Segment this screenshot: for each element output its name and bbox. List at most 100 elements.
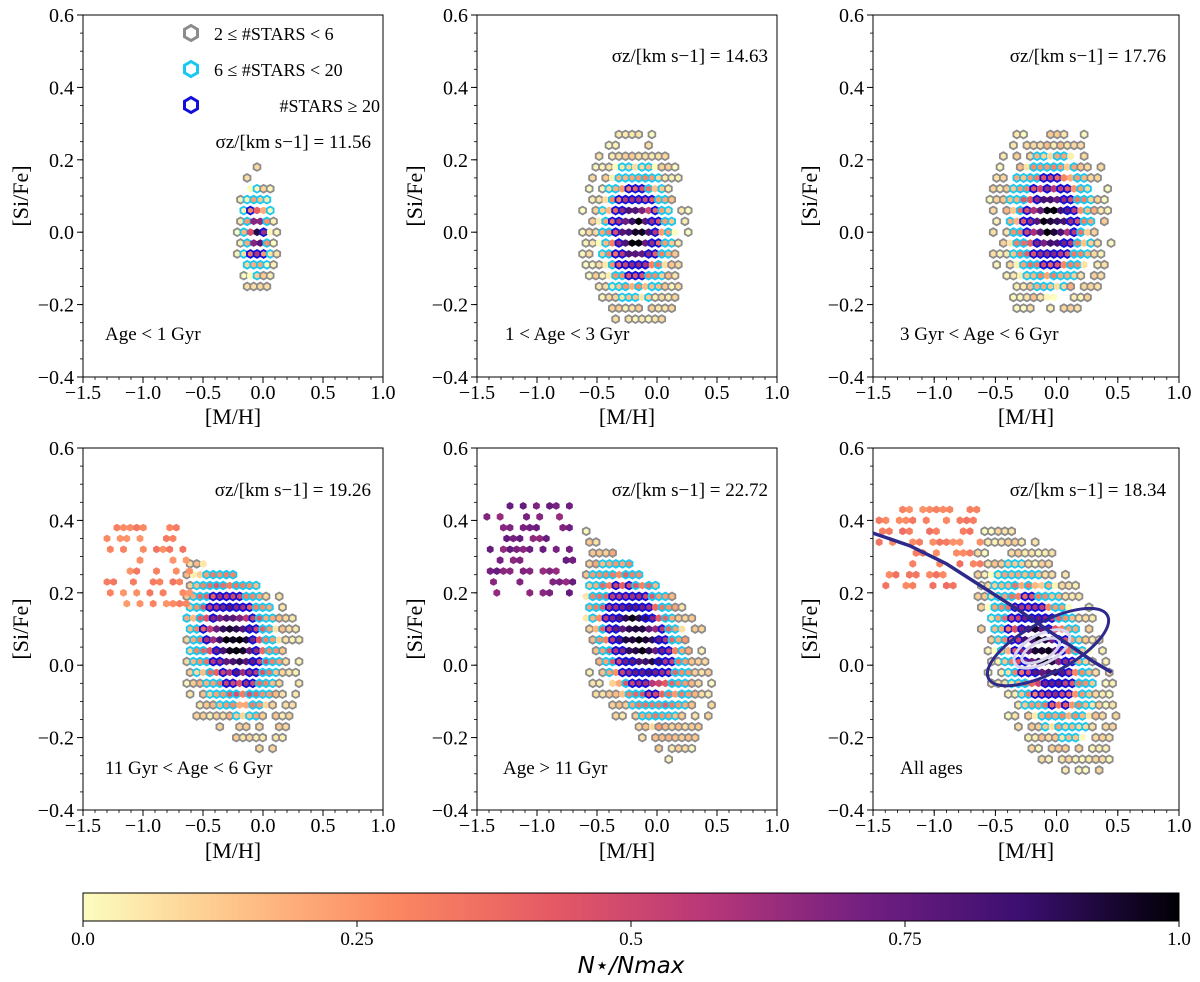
hexbin-cell (1096, 205, 1106, 216)
x-axis: −1.5 −1.0 −0.5 0.0 0.5 1.0 (855, 810, 1192, 837)
hexbin-cell (1003, 537, 1013, 548)
hexbin-cell (1085, 711, 1093, 720)
legend-label: 6 ≤ #STARS < 20 (214, 60, 343, 80)
hexbin-cell (1002, 205, 1012, 216)
hexbin-cell (1009, 292, 1018, 303)
hexbin-cell (1032, 238, 1042, 249)
hexbin-cell (1091, 667, 1101, 678)
y-axis: −0.4 −0.2 0.0 0.2 0.4 0.6 (828, 438, 873, 822)
hexbin-cell (192, 558, 201, 569)
x-tick-label: −1.5 (855, 382, 891, 404)
hexbin-cell (229, 636, 237, 644)
hexbin-cell (641, 239, 649, 247)
hexbin-cell (1026, 195, 1034, 204)
hexbin-cell (988, 183, 998, 194)
y-tick-label: −0.2 (828, 295, 864, 317)
age-bin-label: 3 Gyr < Age < 6 Gyr (900, 324, 1059, 345)
hexbin-cell (232, 625, 240, 633)
x-tick-label: 0.0 (645, 815, 670, 837)
hexbin-cell (506, 502, 514, 510)
hexbin-cell (1083, 205, 1092, 216)
hexbin-cell (977, 623, 986, 635)
hexbin-cell (159, 588, 167, 597)
hexbin-cell (559, 523, 567, 532)
hexbin-cell (1022, 227, 1032, 238)
hexbin-cell (519, 502, 527, 510)
hexbin-cell (203, 614, 210, 622)
hexbin-cell (562, 556, 570, 565)
hexbin-cell (251, 645, 261, 656)
hexbin-cell (250, 217, 258, 226)
hexbin-cell (652, 646, 659, 655)
hexbin-cell (1065, 646, 1073, 655)
hexbin-cell (1019, 281, 1028, 292)
hexbin-cell (1037, 710, 1047, 721)
hexbin-cell (500, 523, 507, 532)
hexbin-cell (1072, 690, 1079, 699)
hexbin-cell (533, 502, 540, 510)
legend-item-few-stars: 2 ≤ #STARS < 6 (183, 23, 334, 44)
hexbin-cell (539, 588, 547, 597)
y-tick-label: −0.2 (38, 728, 74, 750)
hexbin-cell (588, 216, 597, 227)
hexbin-cell (163, 534, 170, 543)
hexbin-cell (595, 239, 603, 247)
hexbin-cell (1027, 547, 1037, 558)
hexbin-cell (265, 602, 274, 613)
hexbin-cell (1017, 667, 1026, 678)
hexbin-cell (595, 678, 604, 689)
hexbin-cell (199, 624, 208, 634)
hexbin-cell (922, 516, 930, 525)
colorbar-tick-label: 0.25 (340, 929, 373, 950)
x-axis-label: [M/H] (205, 838, 261, 863)
hexbin-cell (1078, 754, 1087, 765)
hexbin-cell (939, 505, 947, 514)
hexbin-cell (153, 545, 160, 554)
hexbin-cell (1065, 603, 1073, 612)
hexbin-cell (1101, 656, 1111, 667)
hexbin-cell (113, 523, 121, 532)
age-bin-label: Age < 1 Gyr (105, 324, 201, 345)
hexbin-cell (1036, 206, 1044, 215)
hexbin-cell (1017, 689, 1026, 700)
hexbin-cell (284, 710, 294, 721)
hexbin-cell (648, 636, 656, 644)
hexbin-cell (647, 613, 657, 624)
x-tick-label: 1.0 (371, 815, 396, 837)
x-tick-label: 0.0 (251, 382, 276, 404)
hexbin-cell (239, 625, 247, 633)
hexbin-cell (980, 526, 989, 537)
hexbin-cell (223, 657, 230, 666)
hexbin-cell (584, 248, 594, 259)
hexbin-cell (605, 667, 614, 678)
x-tick-label: −1.5 (459, 382, 495, 404)
y-axis-label: [Si/Fe] (402, 165, 427, 226)
hexbin-cell (1042, 248, 1052, 259)
y-tick-label: 0.4 (839, 510, 864, 532)
hexbin-cell (500, 567, 507, 575)
hexbin-cell (644, 140, 653, 151)
hexbin-cell (1078, 710, 1087, 721)
hexbin-cell (519, 567, 527, 575)
hexbin-cell (926, 505, 933, 514)
hexbin-cell (106, 588, 114, 597)
hexbin-cell (611, 183, 620, 194)
hexbin-cell (153, 567, 160, 575)
hexbin-cell (232, 646, 240, 655)
hexbin-cell (1037, 558, 1047, 569)
hexbin-cell (1005, 259, 1015, 270)
density-contour (1020, 636, 1062, 665)
hexbin-cell (1081, 721, 1090, 732)
hexbin-cell (1060, 173, 1068, 182)
hexbin-cell (601, 172, 610, 183)
hexbin-cell (634, 129, 643, 140)
density-contour (985, 606, 1111, 688)
hexbin-cell (634, 303, 643, 314)
hexbin-cell (1065, 711, 1073, 720)
plot-frame (82, 14, 384, 378)
hexbin-cell (1086, 281, 1096, 292)
hexbin-cell (526, 588, 534, 597)
hexbin-cell (1047, 217, 1054, 226)
hexbin-cell (513, 545, 520, 554)
hexbin-cell (166, 523, 174, 532)
